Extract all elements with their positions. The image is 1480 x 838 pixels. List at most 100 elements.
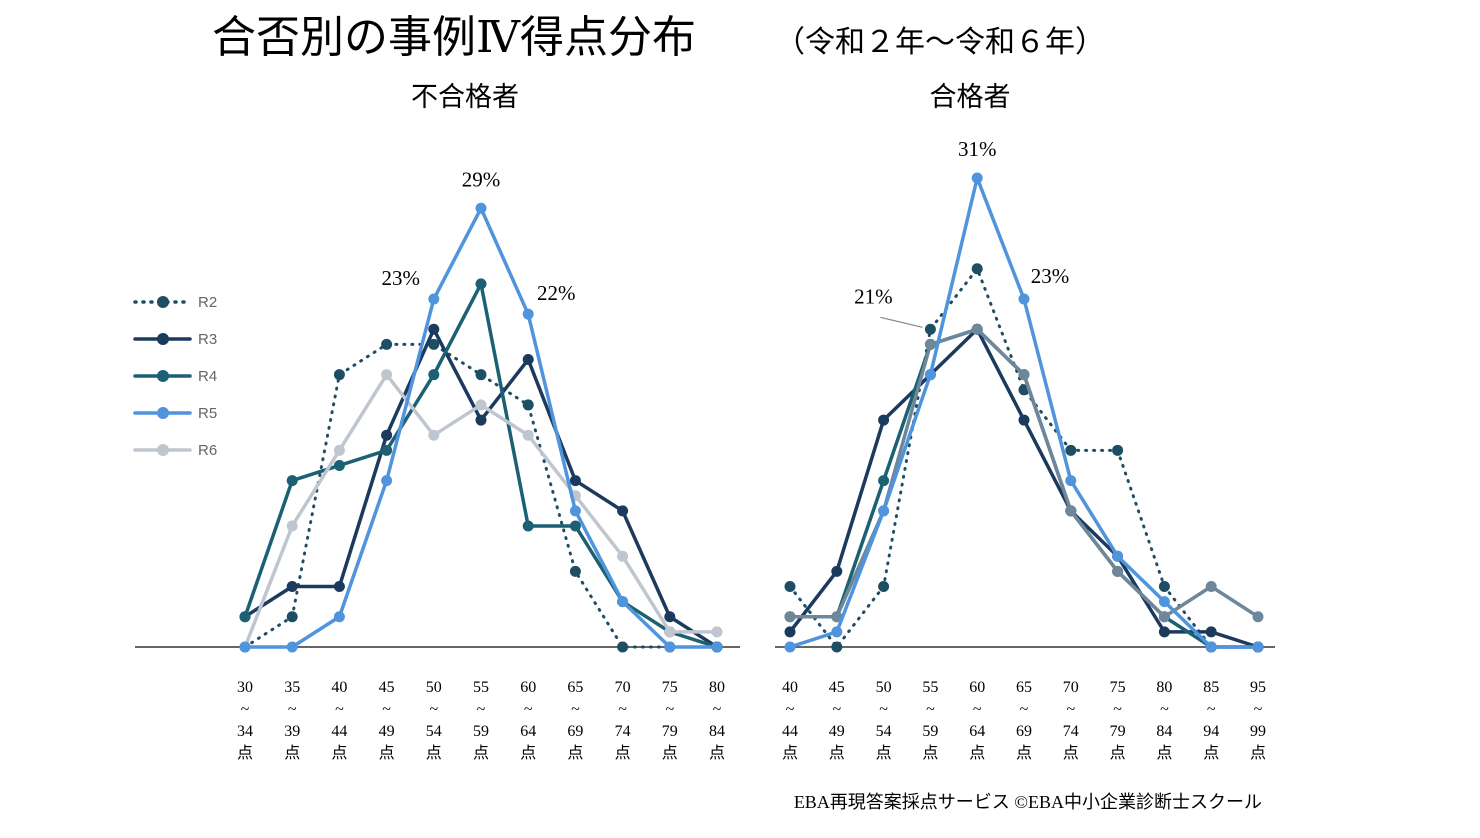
- pass-series-r5-point: [1065, 475, 1076, 486]
- fail-series-r2-point: [476, 369, 487, 380]
- fail-series-r6-point: [428, 430, 439, 441]
- footer-credit: EBA再現答案採点サービス ©EBA中小企業診断士スクール: [794, 792, 1262, 812]
- fail-series-r6-point: [712, 626, 723, 637]
- pass-series-r6-point: [785, 611, 796, 622]
- pass-series-r6-point: [1206, 581, 1217, 592]
- pass-series-r5-point: [1112, 551, 1123, 562]
- fail-series-r3-point: [476, 415, 487, 426]
- pass-series-r5-point: [925, 369, 936, 380]
- fail-tick-label: 75 ~79 点: [662, 679, 678, 762]
- pass-series-r5-point: [1019, 294, 1030, 305]
- pass-series-r6-point: [1253, 611, 1264, 622]
- fail-series-r2-point: [523, 399, 534, 410]
- fail-series-r2-point: [334, 369, 345, 380]
- fail-tick-label: 70 ~74 点: [615, 679, 631, 762]
- fail-tick-label: 40 ~44 点: [331, 679, 347, 762]
- fail-series-r5-point: [664, 642, 675, 653]
- fail-series-r3-point: [617, 505, 628, 516]
- fail-tick-label: 80 ~84 点: [709, 679, 725, 762]
- fail-series-r6-point: [381, 369, 392, 380]
- pass-series-r3-point: [878, 415, 889, 426]
- pass-series-r6-point: [972, 324, 983, 335]
- pass-tick-label: 65 ~69 点: [1016, 679, 1032, 762]
- fail-series-r3-point: [664, 611, 675, 622]
- fail-series-r4-point: [523, 520, 534, 531]
- fail-series-r3-point: [523, 354, 534, 365]
- pass-tick-label: 60 ~64 点: [969, 679, 985, 762]
- fail-series-r5-point: [240, 642, 251, 653]
- panel-title-fail: 不合格者: [411, 82, 519, 113]
- fail-tick-label: 60 ~64 点: [520, 679, 536, 762]
- legend-marker-r2: [157, 296, 169, 308]
- panel-title-pass: 合格者: [930, 82, 1011, 113]
- legend-label-r6: R6: [198, 442, 217, 459]
- pass-series-r5-point: [1253, 642, 1264, 653]
- pass-tick-label: 80 ~84 点: [1156, 679, 1172, 762]
- legend-marker-r6: [157, 444, 169, 456]
- pass-series-r6-point: [1159, 611, 1170, 622]
- fail-series-r5-point: [476, 203, 487, 214]
- fail-series-r5-point: [617, 596, 628, 607]
- pass-tick-label: 95 ~99 点: [1250, 679, 1266, 762]
- label-leader-line: [880, 317, 922, 327]
- fail-series-r4-point: [334, 460, 345, 471]
- pass-tick-label: 40 ~44 点: [782, 679, 798, 762]
- pass-series-r6-point: [1065, 505, 1076, 516]
- pass-series-r2-point: [878, 581, 889, 592]
- pass-tick-label: 45 ~49 点: [829, 679, 845, 762]
- pass-tick-label: 70 ~74 点: [1063, 679, 1079, 762]
- pass-series-r3-point: [785, 626, 796, 637]
- fail-series-r3-point: [428, 324, 439, 335]
- fail-tick-label: 35 ~39 点: [284, 679, 300, 762]
- fail-series-r6-point: [287, 520, 298, 531]
- pass-series-r5-point: [785, 642, 796, 653]
- legend-marker-r4: [157, 370, 169, 382]
- pass-series-r5-point: [1206, 642, 1217, 653]
- fail-series-r5-point: [523, 309, 534, 320]
- pass-series-r3-point: [1206, 626, 1217, 637]
- fail-series-r5-point: [570, 505, 581, 516]
- fail-series-r4-point: [476, 278, 487, 289]
- fail-tick-label: 30 ~34 点: [237, 679, 253, 762]
- pass-series-r2-point: [785, 581, 796, 592]
- fail-series-r2-point: [570, 566, 581, 577]
- legend-marker-r5: [157, 407, 169, 419]
- pass-series-r2-point: [972, 263, 983, 274]
- pass-series-r2-point: [1159, 581, 1170, 592]
- pass-panel: 40 ~44 点 45 ~49 点 50 ~54 点 55 ~59 点 60 ~64 点 65 ~69 点 70 ~7…: [775, 137, 1275, 762]
- fail-series-r5-point: [712, 642, 723, 653]
- legend-label-r5: R5: [198, 405, 217, 422]
- fail-series-r6-point: [523, 430, 534, 441]
- pass-tick-label: 50 ~54 点: [876, 679, 892, 762]
- pass-series-r2-point: [1112, 445, 1123, 456]
- pass-series-r5-line: [790, 178, 1258, 647]
- pass-data-label: 21%: [854, 284, 893, 308]
- fail-panel: 30 ~34 点 35 ~39 点 40 ~44 点 45 ~49 点 50 ~54 点 55 ~59 点 60 ~6…: [135, 167, 740, 762]
- pass-tick-label: 85 ~94 点: [1203, 679, 1219, 762]
- pass-series-r3-point: [1019, 415, 1030, 426]
- fail-series-r4-point: [428, 369, 439, 380]
- pass-series-r2-point: [925, 324, 936, 335]
- fail-tick-label: 55 ~59 点: [473, 679, 489, 762]
- fail-series-r3-point: [334, 581, 345, 592]
- fail-series-r5-point: [334, 611, 345, 622]
- pass-series-r2-point: [1065, 445, 1076, 456]
- legend-marker-r3: [157, 333, 169, 345]
- fail-series-r6-point: [334, 445, 345, 456]
- fail-series-r5-point: [287, 642, 298, 653]
- fail-series-r4-point: [287, 475, 298, 486]
- fail-series-r2-point: [287, 611, 298, 622]
- pass-series-r4-point: [878, 475, 889, 486]
- pass-series-r3-point: [1159, 626, 1170, 637]
- legend-label-r2: R2: [198, 294, 217, 311]
- fail-series-r4-point: [381, 445, 392, 456]
- fail-series-r2-point: [617, 642, 628, 653]
- pass-data-label: 23%: [1031, 264, 1070, 288]
- fail-tick-label: 65 ~69 点: [567, 679, 583, 762]
- pass-data-label: 31%: [958, 137, 997, 161]
- fail-data-label: 23%: [382, 266, 421, 290]
- fail-data-label: 22%: [537, 281, 576, 305]
- pass-series-r6-point: [1112, 566, 1123, 577]
- pass-series-r6-point: [1019, 369, 1030, 380]
- pass-series-r5-point: [972, 173, 983, 184]
